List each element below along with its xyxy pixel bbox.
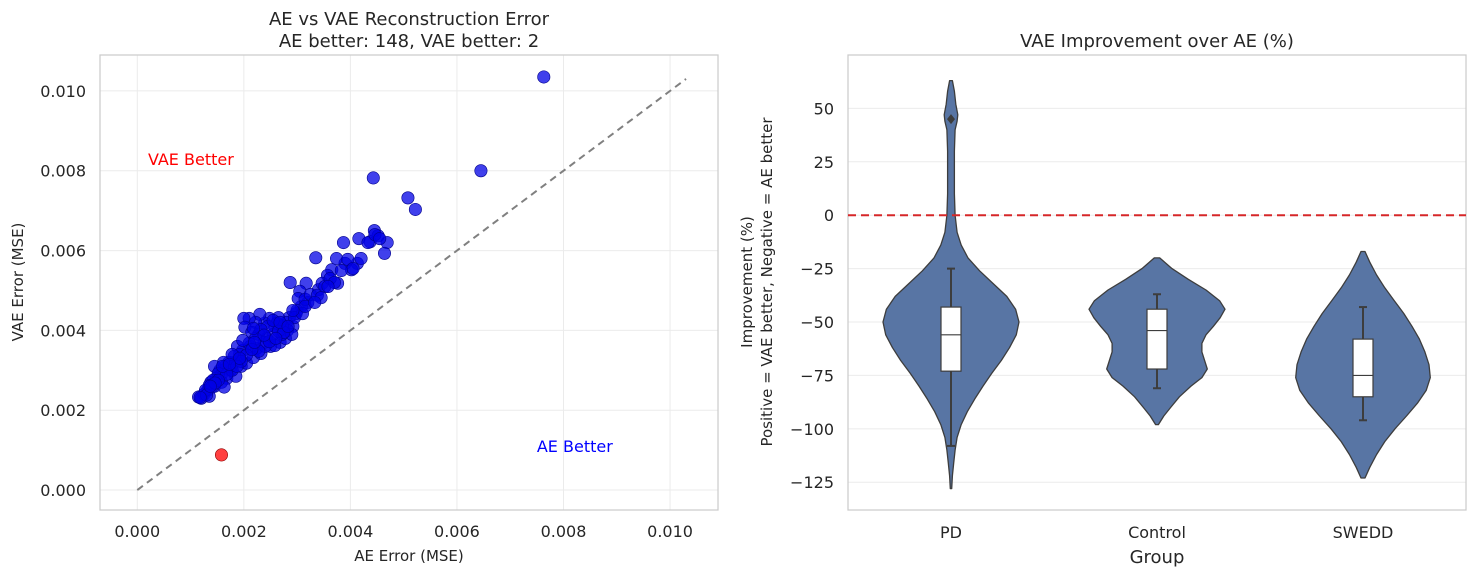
- violin-x-tick-label: SWEDD: [1333, 523, 1394, 542]
- scatter-y-tick-label: 0.004: [40, 321, 86, 340]
- scatter-y-tick-label: 0.010: [40, 82, 86, 101]
- scatter-subtitle: AE better: 148, VAE better: 2: [279, 31, 539, 52]
- scatter-point-ae-better: [233, 351, 247, 365]
- scatter-point-ae-better: [373, 232, 387, 246]
- scatter-point-ae-better: [286, 303, 300, 317]
- scatter-point-ae-better: [401, 191, 415, 205]
- violin-y-tick-label: −125: [790, 473, 834, 492]
- violin-box: [1146, 308, 1168, 370]
- scatter-x-tick-label: 0.000: [114, 522, 160, 541]
- scatter-point-ae-better: [203, 379, 217, 393]
- scatter-point-ae-better: [336, 236, 350, 250]
- scatter-point-ae-better: [308, 295, 322, 309]
- scatter-grid: [100, 55, 718, 510]
- scatter-point-ae-better: [281, 319, 295, 333]
- scatter-point-ae-better: [474, 164, 488, 178]
- scatter-x-tick-label: 0.008: [541, 522, 587, 541]
- scatter-point-ae-better: [537, 70, 551, 84]
- scatter-panel: VAE Better AE Better 0.000 0.002 0.004 0.00…: [9, 9, 719, 565]
- scatter-point-ae-better: [330, 252, 344, 266]
- annotation-vae-better: VAE Better: [148, 150, 234, 169]
- scatter-y-tick-label: 0.008: [40, 162, 86, 181]
- annotation-ae-better: AE Better: [537, 437, 613, 456]
- violin-outlier: [947, 114, 955, 125]
- violin-x-tick-label: Control: [1128, 523, 1186, 542]
- scatter-x-tick-label: 0.006: [434, 522, 480, 541]
- violin-y-ticks: 50 25 0 −25 −50 −75 −100 −125: [790, 99, 834, 492]
- scatter-x-tick-label: 0.010: [647, 522, 693, 541]
- scatter-point-ae-better: [269, 331, 283, 345]
- scatter-point-ae-better: [246, 321, 260, 335]
- violin-x-ticks: PD Control SWEDD: [940, 523, 1393, 542]
- scatter-point-ae-better: [377, 246, 391, 260]
- violin-panel: PD Control SWEDD 50 25 0 −25 −50 −75 −100 −125 VA…: [738, 31, 1467, 568]
- violin-plot-area: [847, 54, 1467, 511]
- violin-x-tick-label: PD: [940, 523, 962, 542]
- scatter-x-ticks: 0.000 0.002 0.004 0.006 0.008 0.010: [114, 522, 693, 541]
- violin-y-tick-label: 0: [824, 206, 834, 225]
- violin-y-tick-label: −75: [800, 366, 834, 385]
- violin-x-axis-label: Group: [1130, 547, 1185, 568]
- scatter-point-ae-better: [334, 264, 348, 278]
- scatter-y-tick-label: 0.002: [40, 401, 86, 420]
- scatter-point-ae-better: [222, 357, 236, 371]
- violin-y-tick-label: 50: [814, 99, 834, 118]
- violin-y-tick-label: −100: [790, 420, 834, 439]
- scatter-point-ae-better: [248, 335, 262, 349]
- scatter-plot-area: [99, 54, 719, 511]
- scatter-x-axis-label: AE Error (MSE): [354, 547, 463, 565]
- scatter-point-ae-better: [309, 251, 323, 265]
- scatter-y-ticks: 0.000 0.002 0.004 0.006 0.008 0.010: [40, 82, 86, 500]
- scatter-x-tick-label: 0.002: [221, 522, 267, 541]
- scatter-point-ae-better: [354, 252, 368, 266]
- violin-y-tick-label: 25: [814, 153, 834, 172]
- scatter-point-ae-better: [346, 262, 360, 276]
- scatter-y-tick-label: 0.000: [40, 481, 86, 500]
- scatter-point-ae-better: [236, 333, 250, 347]
- scatter-point-ae-better: [193, 390, 207, 404]
- scatter-point-ae-better: [408, 202, 422, 216]
- diagonal-reference-line: [136, 78, 687, 491]
- violin-box: [1352, 338, 1374, 398]
- violin-y-tick-label: −50: [800, 313, 834, 332]
- scatter-point-ae-better: [283, 275, 297, 289]
- scatter-x-tick-label: 0.004: [327, 522, 373, 541]
- violin-y-axis-label-line2: Positive = VAE better, Negative = AE bet…: [758, 117, 776, 447]
- scatter-point-ae-better: [366, 171, 380, 185]
- scatter-point-ae-better: [321, 279, 335, 293]
- violins: [882, 79, 1431, 490]
- scatter-y-tick-label: 0.006: [40, 242, 86, 261]
- violin-box: [940, 306, 962, 372]
- violin-y-tick-label: −25: [800, 260, 834, 279]
- scatter-point-vae-better: [214, 448, 228, 462]
- scatter-points: [192, 70, 551, 462]
- scatter-y-axis-label: VAE Error (MSE): [9, 223, 27, 342]
- violin-y-axis-label-line1: Improvement (%): [738, 216, 756, 348]
- scatter-title: AE vs VAE Reconstruction Error: [269, 9, 550, 30]
- violin-title: VAE Improvement over AE (%): [1020, 31, 1294, 52]
